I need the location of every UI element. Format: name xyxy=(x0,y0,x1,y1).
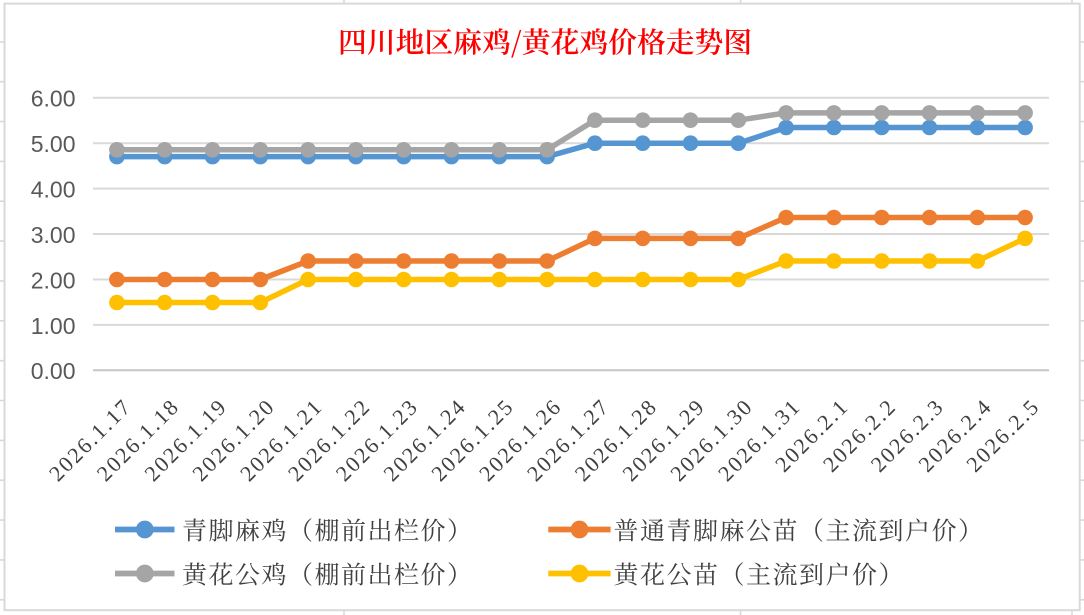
svg-text:2.00: 2.00 xyxy=(31,267,76,293)
svg-text:0.00: 0.00 xyxy=(31,358,76,384)
svg-text:1.00: 1.00 xyxy=(31,313,76,339)
svg-text:6.00: 6.00 xyxy=(31,86,76,112)
svg-text:5.00: 5.00 xyxy=(31,131,76,157)
svg-text:3.00: 3.00 xyxy=(31,222,76,248)
svg-text:4.00: 4.00 xyxy=(31,177,76,203)
